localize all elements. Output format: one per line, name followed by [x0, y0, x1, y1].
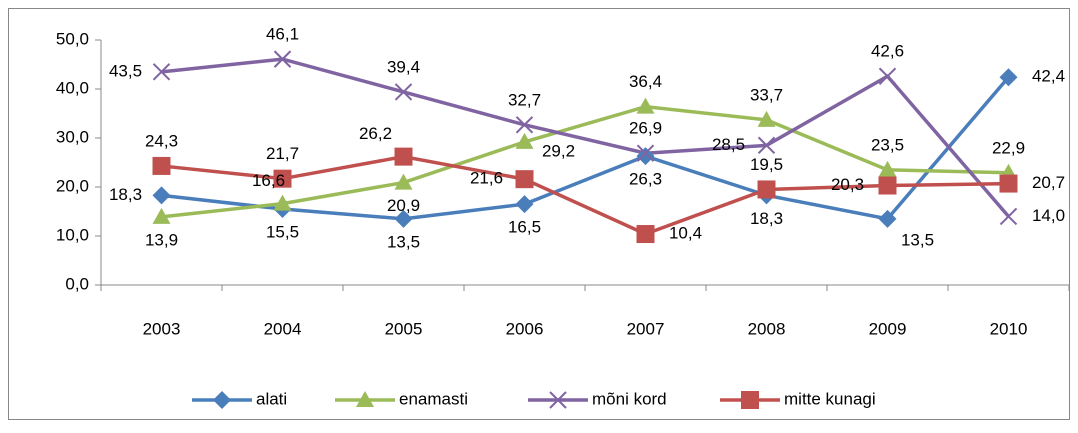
- point-marker: [515, 132, 534, 149]
- data-label: 33,7: [750, 85, 783, 104]
- data-label: 46,1: [266, 25, 299, 44]
- point-marker: [394, 147, 413, 166]
- point-marker: [152, 186, 171, 205]
- x-tick-label: 2008: [748, 319, 786, 338]
- data-label: 16,6: [252, 171, 285, 190]
- series-line: [161, 57, 1010, 218]
- point-marker: [636, 144, 655, 162]
- point-marker-stroke: [273, 50, 292, 68]
- point-marker-stroke: [152, 63, 171, 81]
- data-label: 16,5: [508, 218, 541, 237]
- x-tick-label: 2010: [990, 319, 1028, 338]
- data-label: 28,5: [712, 135, 745, 154]
- y-tick-label: 0,0: [65, 274, 89, 293]
- data-label: 36,4: [629, 72, 662, 91]
- data-label: 18,3: [109, 185, 142, 204]
- point-marker: [394, 209, 413, 228]
- x-tick-label: 2006: [506, 319, 544, 338]
- data-label: 24,3: [145, 131, 178, 150]
- data-label: 20,7: [1032, 173, 1065, 192]
- point-marker: [999, 68, 1018, 87]
- data-label: 22,9: [992, 138, 1025, 157]
- point-marker: [394, 83, 413, 101]
- data-label: 23,5: [871, 135, 904, 154]
- data-label: 10,4: [669, 224, 702, 243]
- point-marker: [636, 225, 655, 244]
- data-label: 43,5: [109, 61, 142, 80]
- point-marker-stroke: [999, 207, 1018, 226]
- point-marker-stroke: [515, 116, 534, 134]
- data-label: 13,5: [387, 232, 420, 251]
- data-label: 15,5: [266, 223, 299, 242]
- point-marker: [878, 176, 897, 195]
- point-marker: [636, 97, 655, 114]
- y-tick-label: 10,0: [56, 225, 89, 244]
- point-marker: [273, 194, 292, 211]
- point-marker: [152, 207, 171, 224]
- y-tick-label: 50,0: [56, 29, 89, 48]
- data-label: 29,2: [542, 141, 575, 160]
- legend-label: mõni kord: [592, 389, 667, 408]
- data-label: 19,5: [750, 155, 783, 174]
- y-tick-label: 30,0: [56, 127, 89, 146]
- legend-marker: [356, 391, 374, 407]
- y-tick-label: 20,0: [56, 176, 89, 195]
- data-label: 21,6: [470, 169, 503, 188]
- data-label: 42,6: [871, 42, 904, 61]
- point-marker: [757, 136, 776, 155]
- point-marker: [636, 147, 655, 166]
- point-marker: [999, 207, 1018, 226]
- series-line: [161, 104, 1009, 219]
- y-tick-label: 40,0: [56, 78, 89, 97]
- legend-label: alati: [256, 389, 287, 408]
- x-tick-label: 2009: [869, 319, 907, 338]
- data-label: 32,7: [508, 90, 541, 109]
- data-label: 20,9: [387, 196, 420, 215]
- point-marker: [878, 160, 897, 177]
- data-label: 21,7: [266, 144, 299, 163]
- point-marker: [515, 116, 534, 134]
- data-label: 26,3: [629, 170, 662, 189]
- data-label: 20,3: [831, 175, 864, 194]
- point-marker: [152, 63, 171, 81]
- series-line: [161, 76, 1010, 221]
- x-tick-label: 2007: [627, 319, 665, 338]
- point-marker-stroke: [878, 67, 897, 85]
- point-marker: [273, 50, 292, 68]
- point-marker: [999, 174, 1018, 193]
- legend-label: enamasti: [399, 389, 468, 408]
- legend-marker-stroke: [549, 391, 567, 409]
- x-tick-label: 2004: [264, 319, 302, 338]
- data-label: 26,2: [359, 124, 392, 143]
- legend-marker: [549, 391, 567, 409]
- legend-marker: [213, 391, 231, 409]
- point-marker-stroke: [394, 83, 413, 101]
- legend-marker: [741, 391, 759, 409]
- series-line: [161, 154, 1009, 236]
- point-marker: [394, 173, 413, 190]
- data-label: 13,9: [145, 230, 178, 249]
- data-label: 14,0: [1032, 206, 1065, 225]
- data-label: 18,3: [750, 209, 783, 228]
- data-label: 26,9: [629, 119, 662, 138]
- point-marker: [273, 169, 292, 188]
- point-marker: [152, 156, 171, 175]
- data-label: 39,4: [387, 57, 420, 76]
- point-marker-stroke: [636, 144, 655, 162]
- legend-label: mitte kunagi: [784, 389, 876, 408]
- data-label: 42,4: [1032, 67, 1065, 86]
- point-marker: [878, 209, 897, 228]
- point-marker: [757, 180, 776, 199]
- point-marker-stroke: [757, 136, 776, 155]
- data-label: 13,5: [901, 230, 934, 249]
- x-tick-label: 2003: [143, 319, 181, 338]
- point-marker: [878, 67, 897, 85]
- point-marker: [515, 195, 534, 214]
- point-marker: [757, 110, 776, 127]
- x-tick-label: 2005: [385, 319, 423, 338]
- point-marker: [515, 170, 534, 189]
